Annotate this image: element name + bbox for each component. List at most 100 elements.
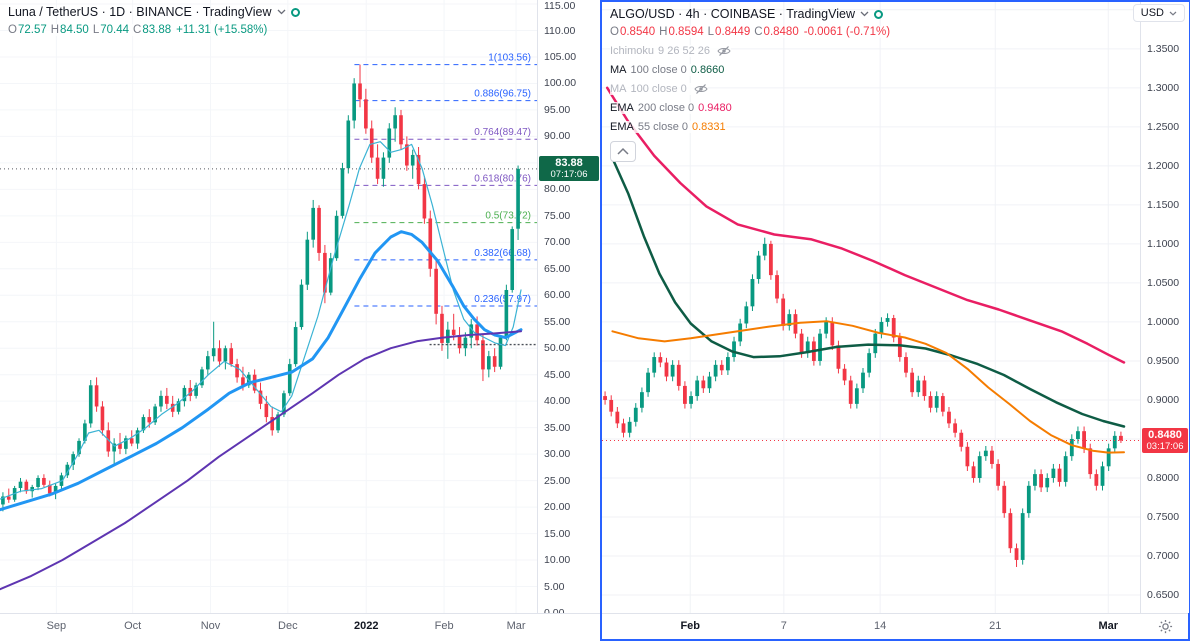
price-tick-label: 55.00 <box>544 315 571 328</box>
price-tick-label: 75.00 <box>544 209 571 222</box>
candlestick-canvas: 1(103.56) 0.886(96.75) 0.764(89.47) 0.618(8… <box>0 0 537 613</box>
price-tick-label: 1.0000 <box>1147 315 1180 328</box>
settings-gear-icon[interactable] <box>1158 619 1173 634</box>
time-tick-label: 7 <box>780 620 787 632</box>
ohlc-change-value: -0.0061 (-0.71%) <box>803 26 891 38</box>
time-tick-label: Feb <box>680 620 700 632</box>
ohlc-change-value: +11.31 (+15.58%) <box>176 24 268 36</box>
algo-legend: ALGO/USD · 4h · COINBASE · TradingView O… <box>610 7 891 162</box>
ohlc-close-value: 83.88 <box>142 24 172 36</box>
price-tick-label: 30.00 <box>544 448 571 461</box>
ohlc-high-label: H <box>659 26 668 38</box>
algo-badge-price: 0.8480 <box>1148 428 1182 441</box>
indicator-value: 0.8660 <box>690 64 725 76</box>
price-tick-label: 110.00 <box>544 24 576 37</box>
ohlc-low-label: L <box>707 26 715 38</box>
indicator-value: 0.8331 <box>692 121 726 133</box>
market-status-icon[interactable] <box>874 9 883 19</box>
svg-text:0.236(57.97): 0.236(57.97) <box>474 294 531 305</box>
luna-time-axis[interactable]: Sep Oct Nov Dec 2022 Feb Mar <box>0 613 600 641</box>
svg-text:0.886(96.75): 0.886(96.75) <box>474 89 531 100</box>
indicator-params: 100 close 0 <box>630 83 687 95</box>
ohlc-high-value: 0.8594 <box>668 26 704 38</box>
price-tick-label: 0.9000 <box>1147 393 1180 406</box>
ohlc-high-value: 84.50 <box>60 24 89 36</box>
collapse-legend-button[interactable] <box>610 141 636 162</box>
indicator-value: 0.9480 <box>698 102 732 114</box>
price-tick-label: 65.00 <box>544 262 571 275</box>
algo-price-axis[interactable]: 0.8480 03:17:06 1.40001.35001.30001.2500… <box>1140 2 1189 613</box>
time-tick-label: Nov <box>200 620 221 632</box>
price-tick-label: 1.3500 <box>1147 42 1180 55</box>
indicator-name: EMA <box>610 121 634 133</box>
indicator-params: 200 close 0 <box>637 102 695 114</box>
luna-current-price-badge: 83.88 07:17:06 <box>539 155 599 181</box>
price-tick-label: 5.00 <box>544 580 565 593</box>
luna-price-axis[interactable]: 83.88 07:17:06 115.00 110.00 105.00 100.00 9… <box>537 0 600 613</box>
price-tick-label: 60.00 <box>544 289 571 302</box>
luna-ohlc-row: O72.57 H84.50 L70.44 C83.88 +11.31 (+15.58%) <box>8 24 268 36</box>
indicator-params: 55 close 0 <box>637 121 688 133</box>
currency-toggle-button[interactable]: USD <box>1132 4 1185 22</box>
svg-text:0.5(73.72): 0.5(73.72) <box>485 211 531 222</box>
luna-legend: Luna / TetherUS · 1D · BINANCE · Trading… <box>8 5 300 36</box>
indicator-name: EMA <box>610 102 634 114</box>
indicator-params: 9 26 52 26 <box>658 45 711 57</box>
currency-label: USD <box>1140 7 1164 19</box>
time-tick-label: Oct <box>124 620 142 632</box>
time-tick-label: 14 <box>874 620 887 632</box>
time-tick-label: 21 <box>989 620 1002 632</box>
price-tick-label: 45.00 <box>544 368 571 381</box>
algo-badge-countdown: 03:17:06 <box>1146 440 1184 452</box>
algo-ohlc-row: O0.8540 H0.8594 L0.8449 C0.8480 -0.0061 (-0.… <box>610 26 891 38</box>
luna-chart-title[interactable]: Luna / TetherUS · 1D · BINANCE · Trading… <box>8 5 272 19</box>
indicator-row-ema55[interactable]: EMA 55 close 0 0.8331 <box>610 121 726 133</box>
algo-current-price-badge: 0.8480 03:17:06 <box>1142 427 1188 453</box>
market-status-icon[interactable] <box>290 7 300 17</box>
luna-badge-price: 83.88 <box>555 156 583 169</box>
algo-chart-title[interactable]: ALGO/USD · 4h · COINBASE · TradingView <box>610 7 855 21</box>
chevron-down-icon[interactable] <box>860 11 869 17</box>
time-tick-label: 2022 <box>353 620 379 632</box>
price-tick-label: 1.3000 <box>1147 81 1180 94</box>
price-tick-label: 1.2000 <box>1147 159 1180 172</box>
price-tick-label: 15.00 <box>544 527 571 540</box>
price-tick-label: 0.8000 <box>1147 472 1180 484</box>
chevron-up-icon <box>616 147 630 156</box>
price-tick-label: 35.00 <box>544 421 571 434</box>
ohlc-close-value: 0.8480 <box>763 26 799 38</box>
ohlc-close-label: C <box>133 24 142 36</box>
indicator-row-ma100-hidden[interactable]: MA 100 close 0 <box>610 83 708 95</box>
indicator-row-ichimoku[interactable]: Ichimoku 9 26 52 26 <box>610 45 732 57</box>
ohlc-open-value: 72.57 <box>17 24 47 36</box>
luna-badge-countdown: 07:17:06 <box>550 168 588 180</box>
chart-panel-luna: 1(103.56) 0.886(96.75) 0.764(89.47) 0.618(8… <box>0 0 600 641</box>
indicator-name: Ichimoku <box>610 45 655 57</box>
indicator-row-ma100[interactable]: MA 100 close 0 0.8660 <box>610 64 725 76</box>
chart-panel-algo: ALGO/USD · 4h · COINBASE · TradingView O… <box>600 0 1190 641</box>
price-tick-label: 0.7500 <box>1147 511 1180 524</box>
eye-off-icon[interactable] <box>694 83 708 95</box>
algo-title-row: ALGO/USD · 4h · COINBASE · TradingView <box>610 7 890 21</box>
luna-chart-plot[interactable]: 1(103.56) 0.886(96.75) 0.764(89.47) 0.618(8… <box>0 0 537 613</box>
price-tick-label: 0.6500 <box>1147 589 1180 602</box>
price-tick-label: 20.00 <box>544 501 571 514</box>
indicator-params: 100 close 0 <box>630 64 687 76</box>
ohlc-low-label: L <box>92 24 100 36</box>
eye-off-icon[interactable] <box>717 45 731 57</box>
ohlc-open-value: 0.8540 <box>619 26 656 38</box>
price-tick-label: 25.00 <box>544 474 571 487</box>
indicator-name: MA <box>610 64 627 76</box>
svg-text:0.764(89.47): 0.764(89.47) <box>474 127 531 138</box>
luna-title-row: Luna / TetherUS · 1D · BINANCE · Trading… <box>8 5 300 19</box>
chevron-down-icon[interactable] <box>277 9 286 15</box>
time-tick-label: Feb <box>434 620 454 632</box>
algo-time-axis[interactable]: Feb 7 14 21 Mar <box>602 613 1188 638</box>
price-tick-label: 1.1000 <box>1147 237 1180 250</box>
indicator-name: MA <box>610 83 627 95</box>
ohlc-low-value: 0.8449 <box>715 26 751 38</box>
ohlc-open-label: O <box>8 24 17 36</box>
indicator-row-ema200[interactable]: EMA 200 close 0 0.9480 <box>610 102 732 114</box>
ohlc-high-label: H <box>50 24 60 36</box>
price-tick-label: 50.00 <box>544 342 571 355</box>
